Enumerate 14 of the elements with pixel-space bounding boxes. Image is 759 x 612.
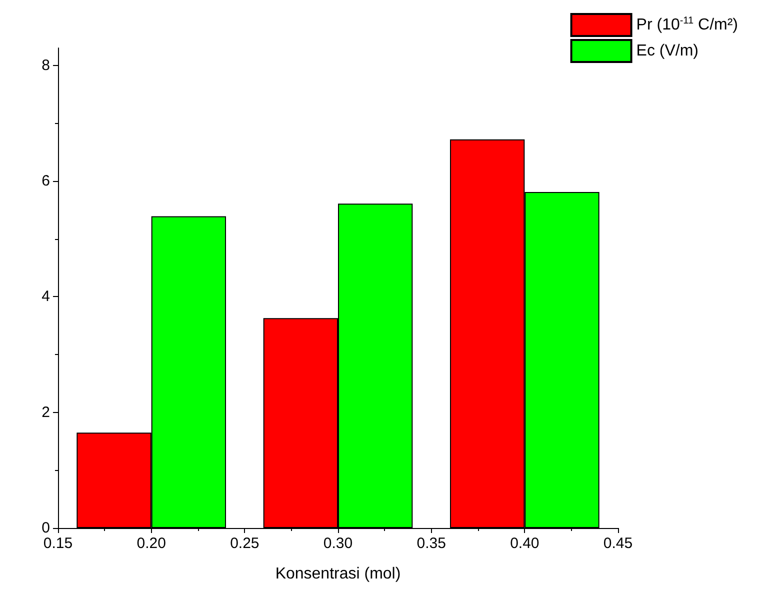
y-tick-label: 6 xyxy=(42,172,50,190)
x-tick-label: 0.35 xyxy=(416,535,446,552)
y-tick-label: 4 xyxy=(42,288,50,306)
x-tick-label: 0.20 xyxy=(136,535,166,552)
x-tick-label: 0.40 xyxy=(510,535,540,552)
x-tick-label: 0.45 xyxy=(603,535,633,552)
y-tick-label: 8 xyxy=(42,56,50,74)
x-axis-title: Konsentrasi (mol) xyxy=(275,566,401,582)
x-tick-label: 0.25 xyxy=(230,535,260,552)
y-tick-label: 0 xyxy=(42,520,50,536)
legend-label: Ec (V/m) xyxy=(636,42,699,60)
y-tick-label: 2 xyxy=(42,404,50,421)
x-tick-label: 0.30 xyxy=(323,535,353,552)
x-tick-label: 0.15 xyxy=(43,535,73,552)
